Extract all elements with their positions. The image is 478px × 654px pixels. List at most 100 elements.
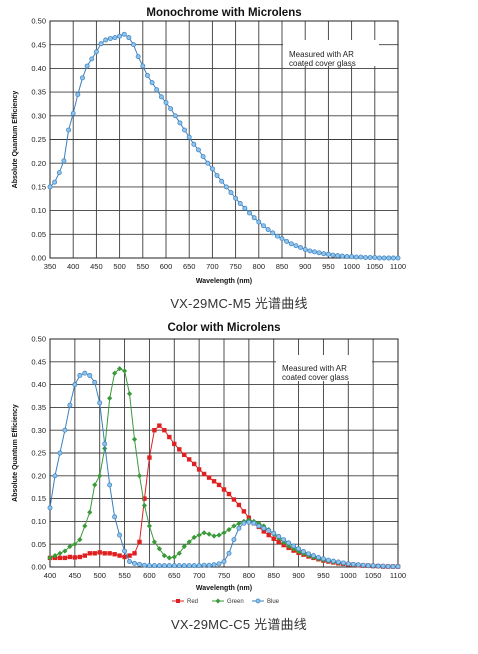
chart2-blue-point — [301, 549, 306, 554]
chart2-blue-point — [251, 520, 257, 526]
chart2-blue-point — [47, 505, 53, 511]
chart2-red-point — [57, 555, 63, 561]
chart1-y-tick-label: 0.45 — [31, 40, 46, 49]
chart1-qe-point — [56, 170, 62, 176]
chart1-x-tick-label: 900 — [299, 262, 312, 271]
chart2-green-point — [62, 548, 68, 554]
chart2-blue-point — [370, 563, 376, 569]
chart2-red-point — [211, 479, 217, 484]
chart2-plot-frame — [49, 338, 399, 568]
chart2-y-tick-label: 0.20 — [31, 471, 46, 480]
chart2-blue-point — [117, 532, 123, 538]
chart1-qe-point — [168, 106, 174, 112]
chart1-qe-point — [186, 134, 192, 140]
chart2-blue-point — [325, 557, 331, 563]
chart2-blue-point — [365, 563, 371, 569]
chart2-red-point — [122, 554, 127, 560]
chart2-blue-point — [216, 561, 222, 567]
chart2-blue-point — [52, 473, 58, 479]
chart1-x-tick-label: 500 — [113, 262, 126, 271]
chart2-legend-label-green: Green — [227, 599, 244, 605]
chart1-qe-point — [89, 56, 95, 62]
chart1-y-tick-label: 0.25 — [31, 135, 46, 144]
chart1-qe-point — [247, 210, 252, 216]
chart2-title: Color with Microlens — [167, 322, 280, 334]
chart1-y-tick-label: 0.10 — [31, 206, 46, 215]
chart1-qe-point — [177, 120, 183, 126]
chart1-annotation-bg — [283, 40, 379, 66]
chart1-qe-point — [182, 127, 188, 133]
chart2-x-tick-label: 1100 — [390, 571, 406, 580]
chart2-x-tick-label: 400 — [44, 571, 57, 580]
chart2-blue-point — [122, 548, 128, 554]
chart2-blue-point — [196, 563, 202, 569]
chart1-qe-point — [158, 94, 164, 100]
chart1-x-tick-label: 400 — [67, 262, 80, 271]
chart2-blue-point — [166, 563, 172, 569]
chart1-x-tick-label: 1050 — [366, 262, 383, 271]
chart1-qe-point — [66, 127, 72, 133]
chart2-red-point — [261, 529, 266, 534]
chart1-qe-point — [363, 255, 368, 260]
chart2-red-point — [182, 452, 187, 458]
chart2-green-point — [236, 521, 242, 527]
chart2-green-point — [57, 550, 63, 556]
chart1-qe-point — [135, 54, 141, 60]
chart2-blue-point — [256, 523, 262, 529]
chart2-x-tick-label: 1050 — [365, 571, 382, 580]
chart2-legend-label-red: Red — [187, 599, 198, 605]
chart2-red-point — [92, 551, 97, 556]
chart1-qe-point — [219, 178, 225, 184]
chart1-plot-frame — [49, 20, 399, 259]
chart2-blue-point — [211, 562, 217, 568]
chart2-blue-point — [276, 533, 282, 539]
chart2-blue-point — [181, 563, 187, 569]
chart1-qe-point — [395, 255, 401, 261]
chart2-blue-point — [191, 563, 197, 569]
chart1-x-tick-label: 350 — [44, 262, 57, 271]
chart1-annotation-text: Measured with AR — [289, 50, 354, 59]
chart2-red-point — [201, 471, 207, 477]
chart2-y-tick-label: 0.50 — [31, 335, 46, 344]
chart2-y-tick-label: 0.15 — [31, 494, 46, 503]
chart2-blue-point — [176, 563, 182, 569]
chart2-red-point — [62, 555, 68, 561]
chart2-green-point — [136, 473, 143, 479]
chart1-x-tick-label: 950 — [322, 262, 335, 271]
chart2-green-point — [206, 531, 212, 537]
chart2-red-point — [276, 539, 281, 545]
chart2-red-point — [177, 447, 182, 452]
chart2-blue-point — [281, 537, 287, 543]
chart2-blue-point — [395, 564, 401, 569]
chart2-x-tick-label: 900 — [292, 571, 305, 580]
chart1-qe-point — [209, 166, 215, 172]
chart2-green-point — [87, 509, 93, 515]
chart1-qe-point — [330, 252, 336, 258]
chart1-qe-point — [260, 223, 266, 229]
chart1-qe-point — [325, 251, 331, 257]
chart2-blue-point — [156, 563, 162, 569]
chart1-qe-point — [270, 230, 276, 236]
chart1-qe-point — [80, 75, 85, 81]
chart1-qe-point — [223, 184, 229, 190]
chart2-green-point — [131, 436, 138, 442]
chart1-qe-point — [61, 158, 67, 164]
chart2-green-point — [176, 550, 182, 556]
chart2-blue-point — [360, 562, 366, 568]
chart2-blue-point — [296, 546, 302, 552]
chart2-blue-point — [142, 562, 147, 568]
chart2-green-point — [92, 482, 98, 488]
chart1-qe-point — [251, 215, 257, 221]
chart2-blue-point — [266, 528, 272, 533]
chart1-x-axis-label: Wavelength (nm) — [196, 278, 252, 285]
chart2-green-point — [286, 543, 292, 549]
chart2-blue-point — [171, 563, 177, 569]
chart1-qe-point — [242, 205, 248, 211]
chart1-qe-point — [237, 201, 243, 206]
chart2-red-point — [167, 434, 172, 440]
chart2-green-point — [161, 553, 167, 559]
chart1-x-tick-label: 1000 — [343, 262, 360, 271]
chart2-green-point — [221, 530, 227, 536]
chart2-y-tick-label: 0.40 — [31, 380, 46, 389]
